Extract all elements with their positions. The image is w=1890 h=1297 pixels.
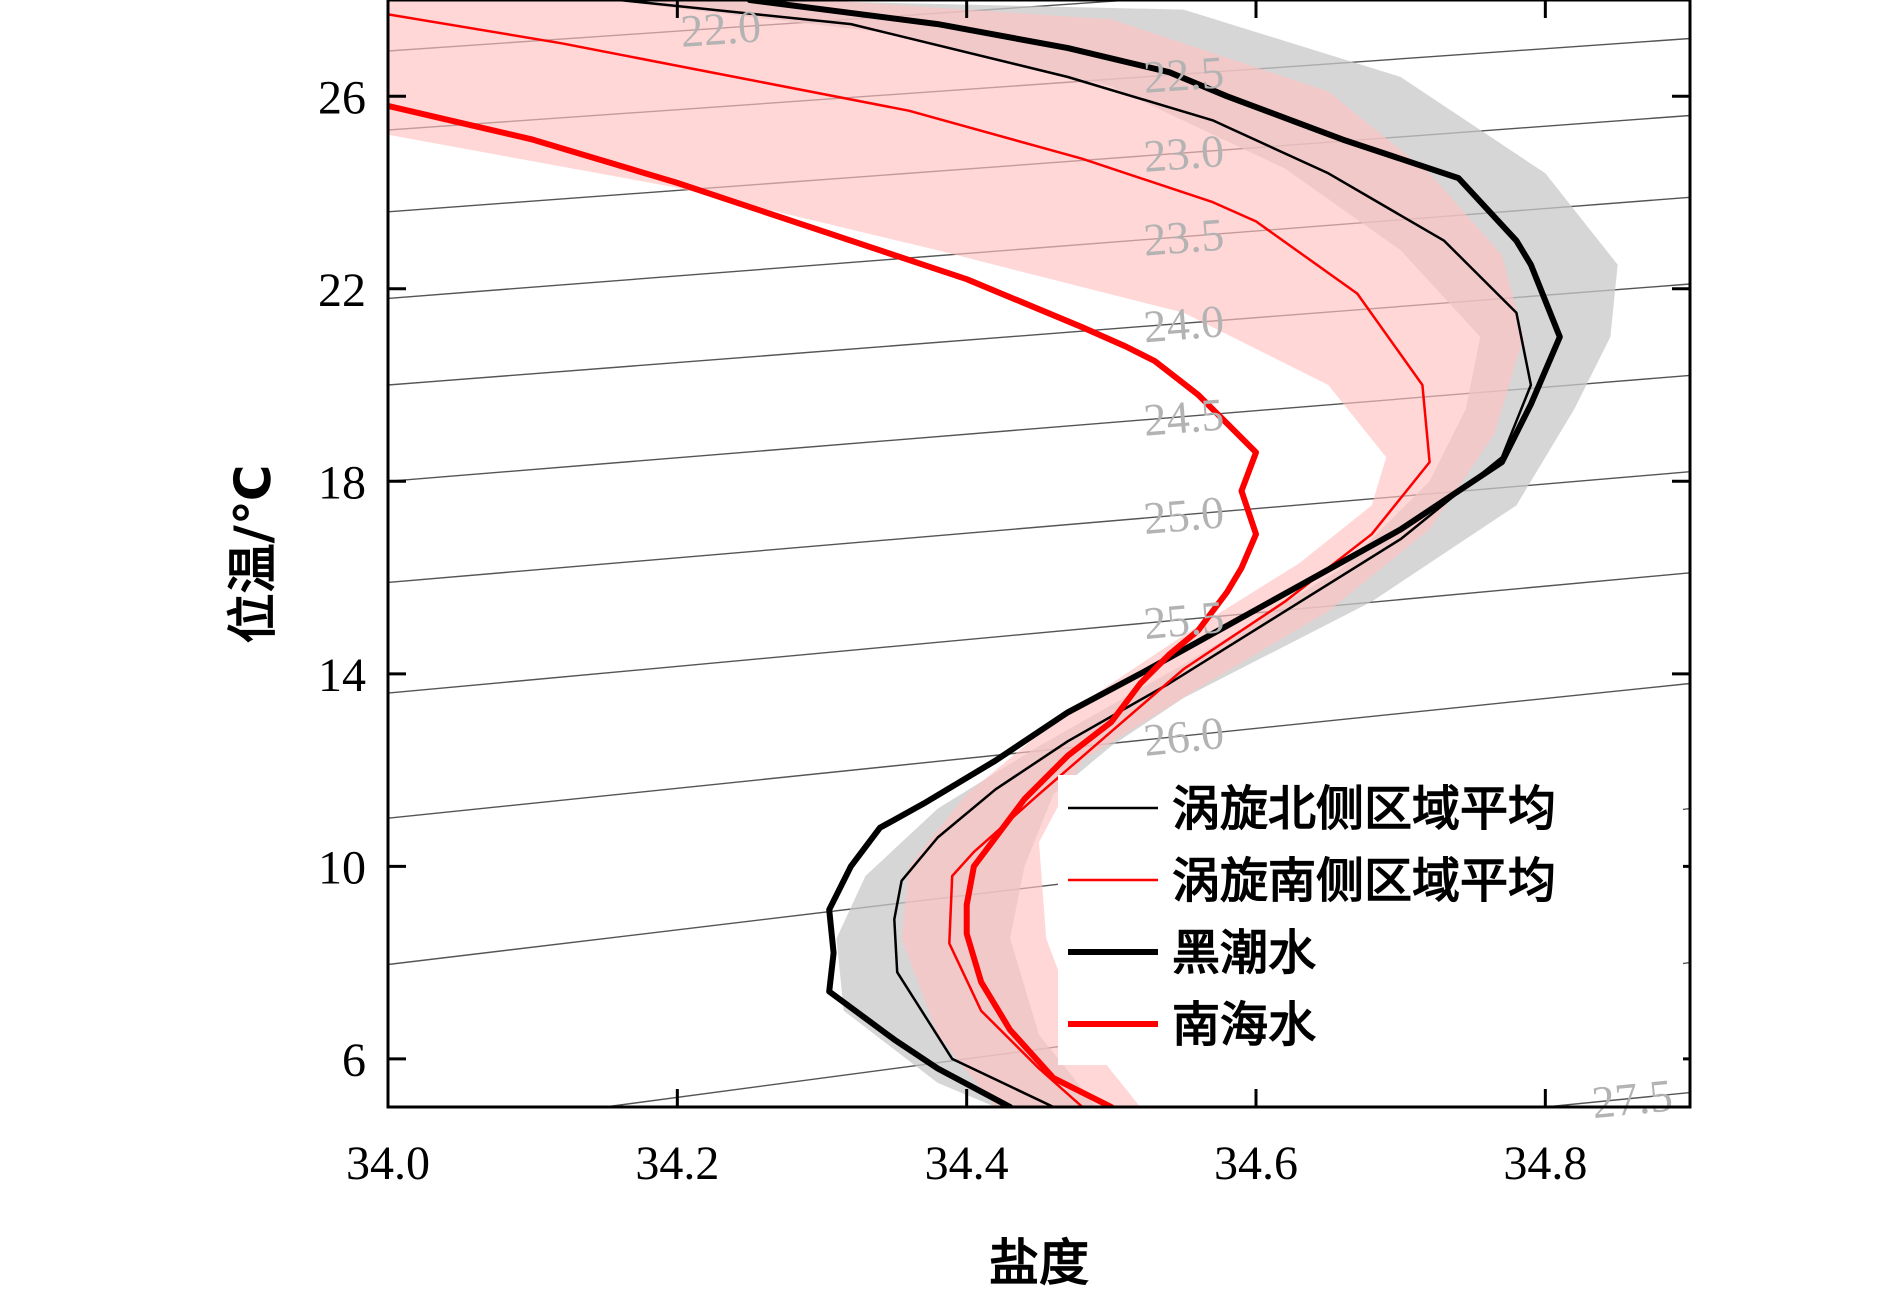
legend-label: 南海水: [1172, 997, 1317, 1053]
y-axis-title: 位温/℃: [224, 465, 282, 644]
x-tick-label: 34.0: [346, 1137, 430, 1190]
x-tick-label: 34.8: [1503, 1137, 1587, 1190]
legend-label: 涡旋南侧区域平均: [1172, 853, 1556, 909]
x-tick-label: 34.4: [925, 1137, 1009, 1190]
y-tick-label: 6: [342, 1034, 366, 1087]
y-tick-label: 26: [318, 71, 366, 124]
isopycnal-label: 27.5: [1590, 1069, 1675, 1128]
y-tick-label: 18: [318, 456, 366, 509]
isopycnal-line: [1545, 1091, 1690, 1107]
y-tick-label: 10: [318, 841, 366, 894]
range-band: [605, 0, 1618, 1107]
isopycnal-line: [388, 572, 1690, 694]
axis-ticks: 34.0 34.2 34.4 34.6 34.8 6 10 14 18 22 26: [318, 0, 1690, 1190]
isopycnal-label: 23.5: [1142, 209, 1226, 266]
range-bands: [388, 0, 1618, 1107]
x-axis-title: 盐度: [989, 1234, 1089, 1292]
plot-frame: [386, 0, 1692, 1109]
legend-label: 黑潮水: [1172, 925, 1317, 981]
isopycnal-label: 26.0: [1141, 707, 1226, 766]
y-tick-label: 14: [318, 649, 366, 702]
legend-background: [1058, 775, 1683, 1065]
x-tick-label: 34.2: [635, 1137, 719, 1190]
range-band: [388, 0, 1524, 1107]
isopycnal-label: 24.5: [1142, 388, 1226, 445]
series-line: [388, 13, 1431, 1107]
series-line: [388, 102, 1259, 1107]
isopycnal-label: 23.0: [1142, 125, 1226, 182]
isopycnal-label: 25.5: [1141, 591, 1226, 649]
isopycnal-label: 24.0: [1142, 295, 1226, 352]
isopycnal-label: 22.5: [1142, 46, 1226, 103]
series-line: [618, 0, 1533, 1107]
series-line: [746, 0, 1563, 1107]
isopycnal-label: 22.0: [679, 0, 763, 56]
data-series: [388, 0, 1563, 1107]
y-tick-label: 22: [318, 264, 366, 317]
x-tick-label: 34.6: [1214, 1137, 1298, 1190]
legend-label: 涡旋北侧区域平均: [1172, 781, 1556, 837]
isopycnal-label: 25.0: [1141, 486, 1226, 544]
